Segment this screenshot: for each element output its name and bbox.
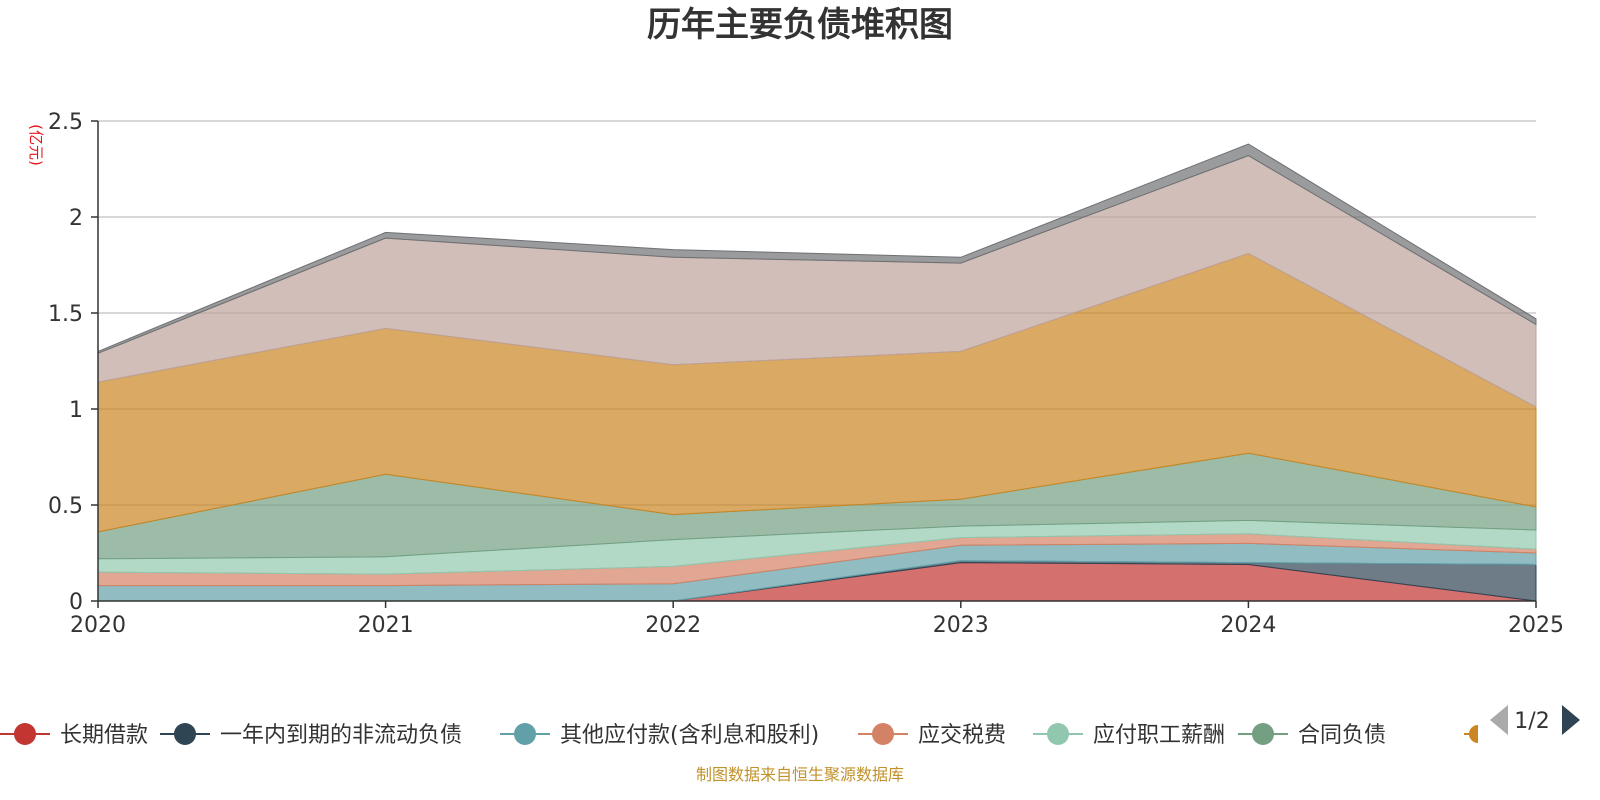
legend-circle-icon [872,723,894,745]
y-tick-label: 1.5 [48,302,83,327]
legend-circle-icon [1252,723,1274,745]
x-tick-label: 2022 [645,613,701,638]
chart-title: 历年主要负债堆积图 [647,5,953,45]
x-tick-label: 2020 [70,613,126,638]
legend-label: 合同负债 [1298,723,1386,748]
legend-item[interactable]: 合同负债 [1238,723,1386,748]
legend-label: 应付职工薪酬 [1093,723,1225,748]
legend-label: 长期借款 [60,723,148,748]
legend-pager: 1/2 [1490,705,1580,735]
legend-circle-icon [1047,723,1069,745]
y-tick-label: 2 [69,206,83,231]
y-tick-label: 0 [69,590,83,615]
legend-label: 其他应付款(含利息和股利) [560,723,819,748]
y-tick-label: 1 [69,398,83,423]
y-tick-label: 2.5 [48,110,83,135]
legend-item[interactable]: 应付职工薪酬 [1033,723,1225,748]
x-tick-label: 2024 [1220,613,1276,638]
legend-label: 应交税费 [918,723,1006,748]
legend-circle-icon [174,723,196,745]
x-tick-label: 2025 [1508,613,1564,638]
legend-item[interactable]: 一年内到期的非流动负债 [160,723,462,748]
legend-circle-icon [14,723,36,745]
legend-item[interactable]: 其他应付款(含利息和股利) [500,723,819,748]
legend-circle-icon [514,723,536,745]
legend-page-indicator: 1/2 [1514,709,1549,734]
axes [97,121,1537,608]
legend-label: 一年内到期的非流动负债 [220,723,462,748]
x-tick-label: 2021 [358,613,414,638]
legend-partial-icon [1469,725,1478,743]
y-tick-label: 0.5 [48,494,83,519]
legend[interactable]: 长期借款 一年内到期的非流动负债 其他应付款(含利息和股利) 应交税费 应付职工薪酬 合同… [0,723,1478,748]
area-短期借款 [97,143,1537,355]
y-axis-unit-label: (亿元) [27,124,45,166]
x-tick-labels: 2020 2021 2022 2023 2024 2025 [70,613,1564,638]
data-source-note: 制图数据来自恒生聚源数据库 [696,765,904,784]
legend-item[interactable]: 应交税费 [858,723,1006,748]
legend-prev-icon[interactable] [1490,705,1508,735]
area-layers [97,143,1537,602]
legend-next-icon[interactable] [1562,705,1580,735]
legend-item[interactable]: 长期借款 [0,723,148,748]
y-tick-labels: 0 0.5 1 1.5 2 2.5 [48,110,83,615]
x-tick-label: 2023 [933,613,989,638]
